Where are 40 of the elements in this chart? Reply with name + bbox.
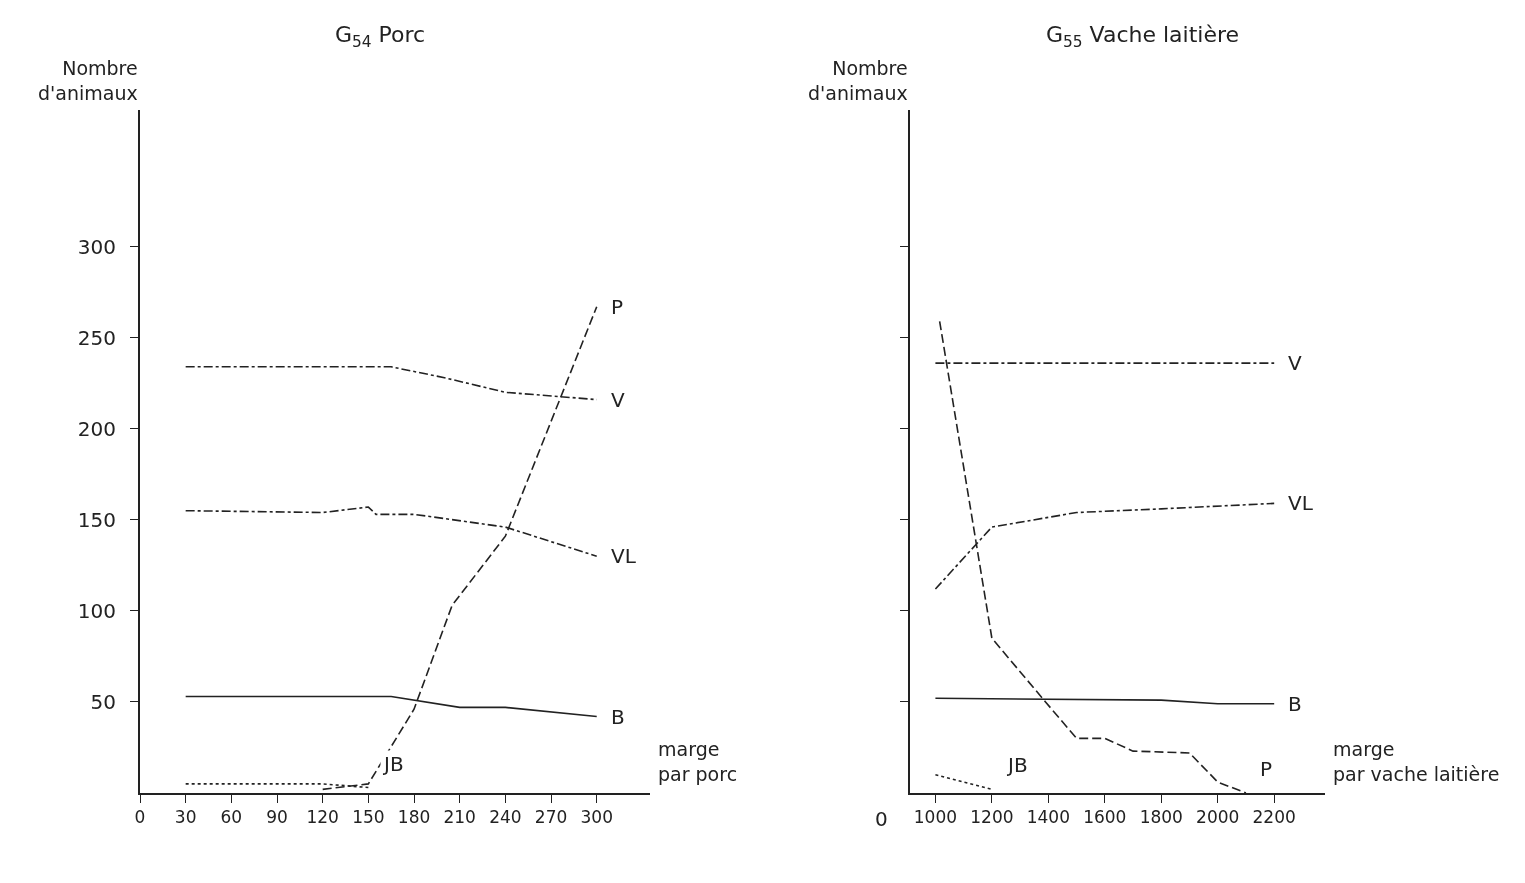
- x-tick-label: 1200: [970, 807, 1014, 828]
- x-tick-label: 90: [266, 807, 288, 828]
- y-axis-title: Nombre d'animaux: [38, 57, 138, 104]
- series-label: P: [1260, 757, 1273, 781]
- series-label: V: [611, 388, 625, 412]
- x-axis-title: marge par vache laitière: [1333, 738, 1500, 785]
- y-tick-label: 150: [77, 507, 116, 532]
- x-tick-label: 0: [134, 807, 146, 828]
- x-tick-label: 120: [306, 807, 339, 828]
- x-tick-label: 1800: [1139, 807, 1183, 828]
- x-tick-label: 1400: [1026, 807, 1070, 828]
- x-tick-label: 150: [352, 807, 385, 828]
- y-axis-title: Nombre d'animaux: [808, 57, 908, 104]
- x-tick-label: 1000: [913, 807, 958, 828]
- series-label: VL: [611, 544, 637, 568]
- series-label: JB: [382, 752, 404, 776]
- x-tick-label: 2000: [1196, 807, 1240, 828]
- x-tick-label: 240: [489, 807, 522, 828]
- x-tick-label: 60: [220, 807, 243, 828]
- x-tick-label: 2200: [1252, 807, 1296, 828]
- x-axis-title: marge par porc: [658, 738, 738, 785]
- series-label: P: [611, 295, 624, 319]
- y-tick-label: 200: [77, 416, 116, 441]
- x-tick-label: 30: [174, 807, 197, 828]
- x-tick-label: 270: [534, 807, 568, 828]
- x-tick-label: 300: [580, 807, 613, 828]
- series-label: B: [611, 705, 625, 729]
- y-tick-label: 50: [90, 689, 116, 714]
- series-label: JB: [1006, 753, 1028, 777]
- chart-title: G$_{54}$ Porc: [334, 21, 426, 51]
- x-tick-label: 1600: [1083, 807, 1127, 828]
- series-label: B: [1288, 692, 1302, 716]
- y-tick-label: 100: [77, 598, 116, 623]
- chart-title: G$_{55}$ Vache laitière: [1045, 21, 1240, 51]
- x-tick-label: 210: [443, 807, 476, 828]
- series-label: V: [1288, 351, 1302, 375]
- y-tick-label: 250: [77, 325, 116, 350]
- x-tick-label: 180: [397, 807, 431, 828]
- y-tick-label: 300: [77, 234, 116, 259]
- series-label: VL: [1288, 491, 1314, 515]
